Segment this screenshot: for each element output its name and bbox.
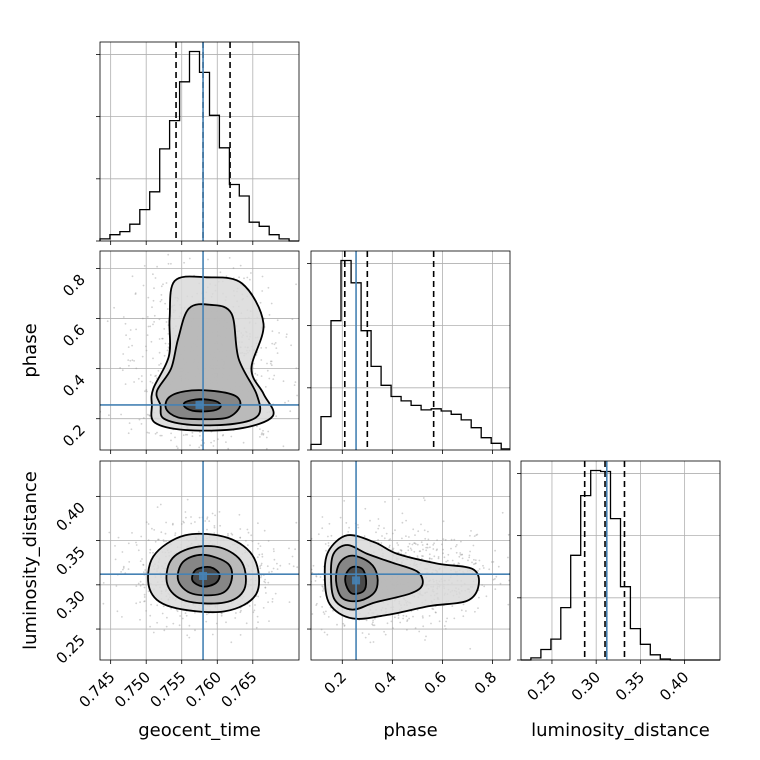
contour-line bbox=[164, 389, 242, 421]
y-tick-label: 0.25 bbox=[52, 631, 88, 667]
x-tick-label: 0.745 bbox=[75, 668, 118, 711]
x-tick-label: 0.25 bbox=[523, 668, 559, 704]
2d-panel-geocent_time-phase bbox=[96, 250, 300, 454]
panel-content bbox=[102, 498, 299, 644]
x-tick-label: 0.2 bbox=[321, 668, 351, 698]
panel-frame bbox=[99, 41, 300, 242]
x-tick-label: 0.750 bbox=[111, 668, 154, 711]
panel-frame bbox=[99, 250, 300, 451]
y-axis-label-phase: phase bbox=[20, 323, 41, 377]
y-tick-label: 0.4 bbox=[59, 371, 89, 401]
histogram-phase bbox=[310, 259, 510, 450]
panel-frame bbox=[310, 460, 511, 661]
histogram-panel-luminosity_distance bbox=[517, 460, 721, 664]
histogram-panel-phase bbox=[307, 250, 511, 454]
x-tick-label: 0.35 bbox=[612, 668, 648, 704]
contour-line bbox=[182, 398, 222, 413]
x-tick-label: 0.755 bbox=[146, 668, 189, 711]
contour-line bbox=[330, 544, 424, 611]
contour-line bbox=[155, 303, 262, 427]
x-tick-label: 0.4 bbox=[371, 668, 401, 698]
2d-panel-phase-luminosity_distance bbox=[307, 460, 511, 664]
x-axis-label-phase: phase bbox=[383, 720, 437, 741]
x-axis-label-luminosity_distance: luminosity_distance bbox=[531, 720, 710, 741]
contour-line bbox=[147, 532, 261, 614]
histogram-luminosity_distance bbox=[521, 469, 720, 661]
contour-line bbox=[323, 534, 480, 620]
histogram-geocent_time bbox=[99, 50, 299, 242]
panel-content bbox=[100, 253, 298, 450]
x-tick-label: 0.8 bbox=[471, 668, 501, 698]
y-tick-label: 0.8 bbox=[59, 271, 89, 301]
contour-line bbox=[176, 553, 234, 597]
y-axis-label-luminosity_distance: luminosity_distance bbox=[20, 471, 41, 650]
panel-frame bbox=[520, 460, 721, 661]
contour-line bbox=[150, 275, 275, 432]
x-tick-label: 0.765 bbox=[218, 668, 261, 711]
panel-frame bbox=[310, 250, 511, 451]
y-tick-label: 0.35 bbox=[52, 543, 88, 579]
y-tick-label: 0.2 bbox=[59, 421, 89, 451]
y-tick-label: 0.40 bbox=[52, 499, 88, 535]
2d-panel-geocent_time-luminosity_distance bbox=[96, 460, 300, 664]
x-tick-label: 0.760 bbox=[182, 668, 225, 711]
panel-frame bbox=[99, 460, 300, 661]
contour-line bbox=[165, 545, 247, 605]
contour-line bbox=[335, 554, 379, 603]
x-tick-label: 0.6 bbox=[421, 668, 451, 698]
y-tick-label: 0.30 bbox=[52, 587, 88, 623]
x-tick-label: 0.30 bbox=[568, 668, 604, 704]
x-tick-label: 0.40 bbox=[656, 668, 692, 704]
x-axis-label-geocent_time: geocent_time bbox=[138, 720, 261, 741]
histogram-panel-geocent_time bbox=[96, 41, 300, 245]
y-tick-label: 0.6 bbox=[59, 321, 89, 351]
